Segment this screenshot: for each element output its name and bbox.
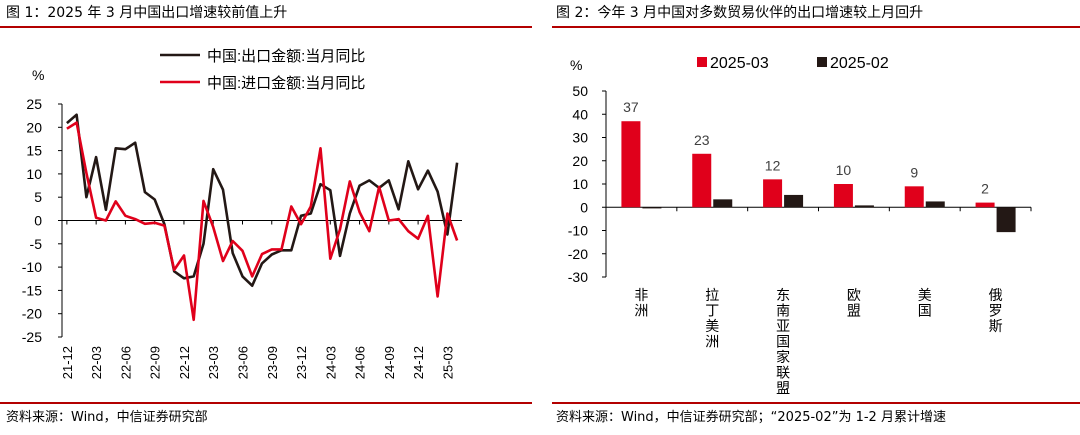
left-title-rule [0, 26, 532, 28]
left-x-tick-label: 25-03 [440, 346, 455, 379]
category-label-char: 洲 [705, 334, 719, 350]
right-y-tick-label: 50 [572, 83, 588, 99]
category-label-char: 亚 [776, 318, 790, 334]
category-label-char: 国 [776, 334, 790, 350]
left-y-tick-label: -25 [22, 329, 42, 345]
left-x-tick-label: 24-03 [323, 346, 338, 379]
category-label-char: 欧 [847, 287, 861, 303]
left-x-tick-label: 22-06 [118, 346, 133, 379]
category-label-char: 洲 [634, 303, 648, 319]
category-label-char: 美 [918, 287, 932, 303]
bar-2025-02-0 [642, 207, 662, 209]
right-y-unit: % [570, 57, 582, 73]
bar-2025-02-5 [996, 207, 1016, 233]
right-y-tick-label: 30 [572, 130, 588, 146]
right-y-tick-label: 10 [572, 176, 588, 192]
left-x-tick-label: 24-09 [382, 346, 397, 379]
bar-2025-03-4 [904, 186, 924, 208]
left-y-tick-label: 0 [34, 213, 42, 229]
category-label-char: 盟 [776, 380, 790, 396]
category-label-char: 非 [634, 287, 648, 303]
bar-2025-03-3 [833, 184, 853, 208]
left-x-tick-label: 24-06 [353, 346, 368, 379]
left-x-tick-label: 22-09 [148, 346, 163, 379]
category-label-char: 国 [918, 303, 932, 319]
legend-label: 中国:进口金额:当月同比 [207, 75, 365, 92]
left-x-tick-label: 23-03 [206, 346, 221, 379]
category-label-char: 家 [776, 349, 790, 365]
left-y-tick-label: 10 [26, 166, 42, 182]
bar-2025-03-1 [692, 153, 712, 208]
right-source-rule [552, 402, 1080, 404]
legend-swatch [697, 57, 707, 67]
bar-2025-03-2 [763, 179, 783, 208]
legend-label: 2025-02 [830, 55, 889, 72]
left-y-unit: % [32, 67, 44, 83]
left-x-tick-label: 22-03 [89, 346, 104, 379]
bar-2025-02-4 [925, 201, 945, 208]
bar-2025-03-5 [975, 202, 995, 208]
left-y-tick-label: 20 [26, 119, 42, 135]
right-y-tick-label: -30 [568, 269, 588, 285]
bar-data-label: 9 [910, 164, 918, 180]
left-x-tick-label: 21-12 [60, 346, 75, 379]
left-y-tick-label: -15 [22, 282, 42, 298]
left-x-tick-label: 23-12 [294, 346, 309, 379]
left-chart-title: 图 1：2025 年 3 月中国出口增速较前值上升 [6, 5, 288, 21]
export-yoy-line [66, 113, 459, 287]
bar-2025-03-0 [621, 121, 641, 208]
left-y-tick-label: -10 [22, 259, 42, 275]
partner-export-bar-chart: % 50 40 30 20 10 0 -10 -20 -30 37 23 12 10 9 2 2025-03 20… [568, 55, 1032, 396]
bar-data-label: 37 [623, 99, 639, 115]
bar-data-label: 12 [765, 157, 781, 173]
left-y-tick-label: 25 [26, 96, 42, 112]
legend-label: 中国:出口金额:当月同比 [207, 48, 365, 65]
category-label-char: 联 [776, 365, 790, 381]
legend-label: 2025-03 [710, 55, 769, 72]
category-label-char: 斯 [989, 318, 1003, 334]
bar-data-label: 2 [981, 181, 989, 197]
bar-2025-02-1 [713, 199, 733, 208]
right-source-note: 资料来源：Wind，中信证券研究部；“2025-02”为 1-2 月累计增速 [556, 410, 946, 425]
right-y-tick-label: -10 [568, 223, 588, 239]
legend-swatch [817, 57, 827, 67]
category-label-char: 南 [776, 303, 790, 319]
bar-2025-02-2 [784, 194, 804, 208]
left-source-rule [0, 402, 532, 404]
import-yoy-line [66, 121, 459, 322]
left-x-tick-label: 24-12 [411, 346, 426, 379]
right-y-tick-label: -20 [568, 246, 588, 262]
left-source-note: 资料来源：Wind，中信证券研究部 [6, 410, 208, 425]
left-y-tick-label: 5 [34, 189, 42, 205]
category-label-char: 丁 [705, 303, 719, 319]
left-x-tick-label: 23-06 [235, 346, 250, 379]
bar-2025-02-3 [854, 205, 874, 208]
right-y-tick-label: 40 [572, 106, 588, 122]
category-label-char: 东 [776, 287, 790, 303]
left-x-tick-label: 23-09 [265, 346, 280, 379]
left-y-tick-label: 15 [26, 143, 42, 159]
category-label-char: 拉 [705, 287, 719, 303]
right-y-tick-label: 0 [580, 199, 588, 215]
bar-data-label: 23 [694, 132, 710, 148]
bar-data-label: 10 [836, 162, 852, 178]
left-x-tick-label: 22-12 [177, 346, 192, 379]
category-label-char: 罗 [989, 303, 1003, 319]
category-label-char: 盟 [847, 303, 861, 319]
right-chart-title: 图 2：今年 3 月中国对多数贸易伙伴的出口增速较上月回升 [556, 5, 924, 21]
category-label-char: 美 [705, 318, 719, 334]
left-y-tick-label: -20 [22, 306, 42, 322]
right-title-rule [552, 26, 1080, 28]
left-y-tick-label: -5 [30, 236, 43, 252]
right-y-tick-label: 20 [572, 153, 588, 169]
category-label-char: 俄 [989, 287, 1003, 303]
export-import-line-chart: % 25 20 15 10 5 0 -5 -10 -15 -20 -25 21-12 22-03 22-06… [22, 48, 462, 379]
